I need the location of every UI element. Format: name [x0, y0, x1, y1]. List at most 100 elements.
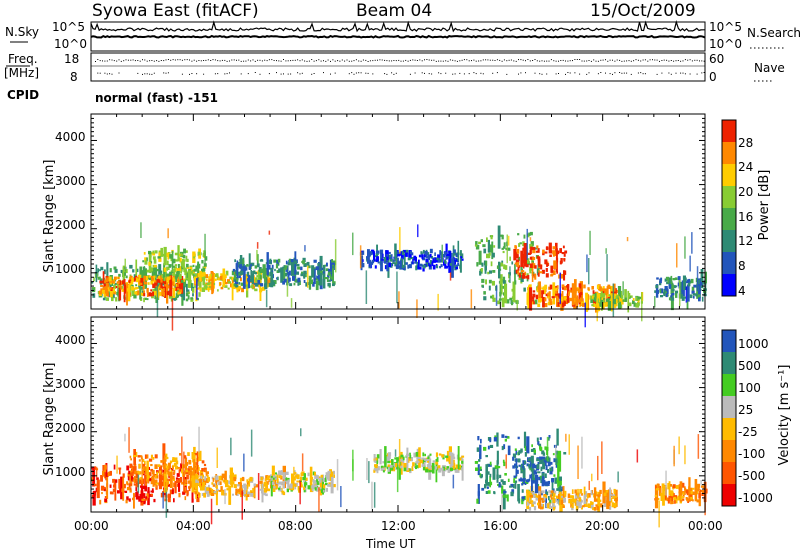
- velocity-cell: [575, 505, 579, 511]
- power-cell: [482, 285, 484, 288]
- power-cell: [681, 289, 683, 293]
- velocity-cell: [479, 473, 482, 478]
- velocity-cell: [506, 436, 510, 439]
- power-cell: [635, 296, 638, 301]
- power-cell: [549, 254, 552, 257]
- power-cell: [330, 276, 333, 280]
- freq-dot: [612, 59, 613, 61]
- velocity-cell: [171, 489, 174, 495]
- velocity-cell: [106, 476, 109, 500]
- velocity-cell: [603, 501, 607, 507]
- power-cell: [312, 281, 315, 287]
- power-cell: [624, 297, 627, 302]
- velocity-cell: [168, 471, 171, 477]
- velocity-cell: [128, 498, 131, 502]
- nave-dot: [684, 73, 686, 75]
- velocity-cell: [235, 492, 238, 496]
- power-cell: [194, 285, 197, 288]
- power-cell: [576, 297, 579, 300]
- velocity-cell: [548, 490, 551, 493]
- power-cell: [517, 270, 520, 275]
- power-cell: [446, 253, 449, 258]
- power-cell: [503, 264, 506, 270]
- nave-dot: [118, 72, 120, 74]
- power-cell: [535, 250, 539, 253]
- power-streak: [526, 228, 528, 260]
- power-cell: [156, 279, 160, 283]
- power-cell: [129, 264, 133, 269]
- power-cell: [210, 271, 214, 275]
- xtick-0000: 00:00: [74, 519, 109, 533]
- power-cell: [106, 262, 109, 282]
- velocity-cell: [374, 457, 377, 463]
- velocity-cell: [309, 488, 314, 493]
- power-cell: [501, 285, 505, 289]
- velocity-cell: [393, 467, 396, 472]
- power-cell: [127, 284, 131, 302]
- power-cell: [444, 261, 447, 264]
- velocity-cell: [696, 488, 699, 492]
- velocity-cell: [146, 493, 149, 499]
- freq-dot: [574, 59, 576, 60]
- power-cell: [655, 289, 659, 294]
- nave-dot: [492, 72, 494, 74]
- power-cell: [121, 288, 125, 292]
- velocity-cell: [133, 475, 136, 479]
- power-cell: [531, 242, 534, 246]
- power-streak: [495, 284, 498, 306]
- velocity-cell: [507, 478, 510, 482]
- power-cell: [549, 284, 553, 290]
- velocity-cell: [218, 475, 222, 481]
- freq-dot: [435, 60, 437, 62]
- velocity-cell: [184, 490, 188, 494]
- velocity-colorbar-swatch: [722, 352, 736, 374]
- nave-dot: [153, 72, 155, 74]
- velocity-cbar-tick-n25: -25: [738, 425, 758, 439]
- power-cell: [421, 254, 424, 260]
- power-cell: [156, 269, 160, 272]
- velocity-cell: [526, 479, 530, 483]
- velocity-cell: [556, 495, 559, 499]
- nave-dot: [630, 73, 632, 75]
- power-cell: [488, 285, 491, 291]
- power-cell: [434, 252, 436, 256]
- velocity-cell: [563, 452, 567, 455]
- velocity-cell: [92, 491, 96, 506]
- velocity-cell: [450, 452, 454, 466]
- power-cell: [103, 283, 107, 288]
- nave-dot: [640, 72, 642, 74]
- power-cell: [185, 298, 189, 302]
- velocity-cell: [245, 485, 248, 501]
- velocity-cell: [133, 492, 135, 509]
- nave-dot: [301, 72, 303, 74]
- power-cell: [514, 264, 516, 285]
- power-cell: [552, 250, 556, 255]
- power-cell: [529, 268, 532, 274]
- power-cell: [610, 293, 613, 312]
- velocity-cell: [534, 465, 537, 468]
- velocity-cell: [400, 454, 404, 458]
- nave-dot: [614, 72, 616, 74]
- power-cell: [179, 266, 182, 272]
- power-streak: [290, 298, 293, 308]
- velocity-cell: [459, 464, 461, 468]
- power-cell: [423, 253, 427, 258]
- velocity-cell: [122, 473, 125, 478]
- velocity-cell: [240, 493, 243, 498]
- velocity-cell: [173, 498, 175, 503]
- velocity-ytick-3000: 3000: [55, 377, 86, 391]
- power-cell: [224, 281, 228, 285]
- power-cell: [665, 293, 668, 298]
- velocity-cell: [670, 496, 673, 502]
- freq-dot: [633, 60, 635, 62]
- velocity-cell: [144, 474, 147, 478]
- velocity-cell: [586, 494, 589, 499]
- power-cell: [439, 250, 441, 255]
- nave-dot: [229, 72, 230, 74]
- power-cell: [561, 291, 564, 296]
- velocity-cell: [265, 493, 268, 497]
- power-cell: [150, 280, 154, 285]
- power-cell: [166, 260, 169, 266]
- freq-dot: [489, 59, 491, 61]
- velocity-cell: [222, 479, 225, 483]
